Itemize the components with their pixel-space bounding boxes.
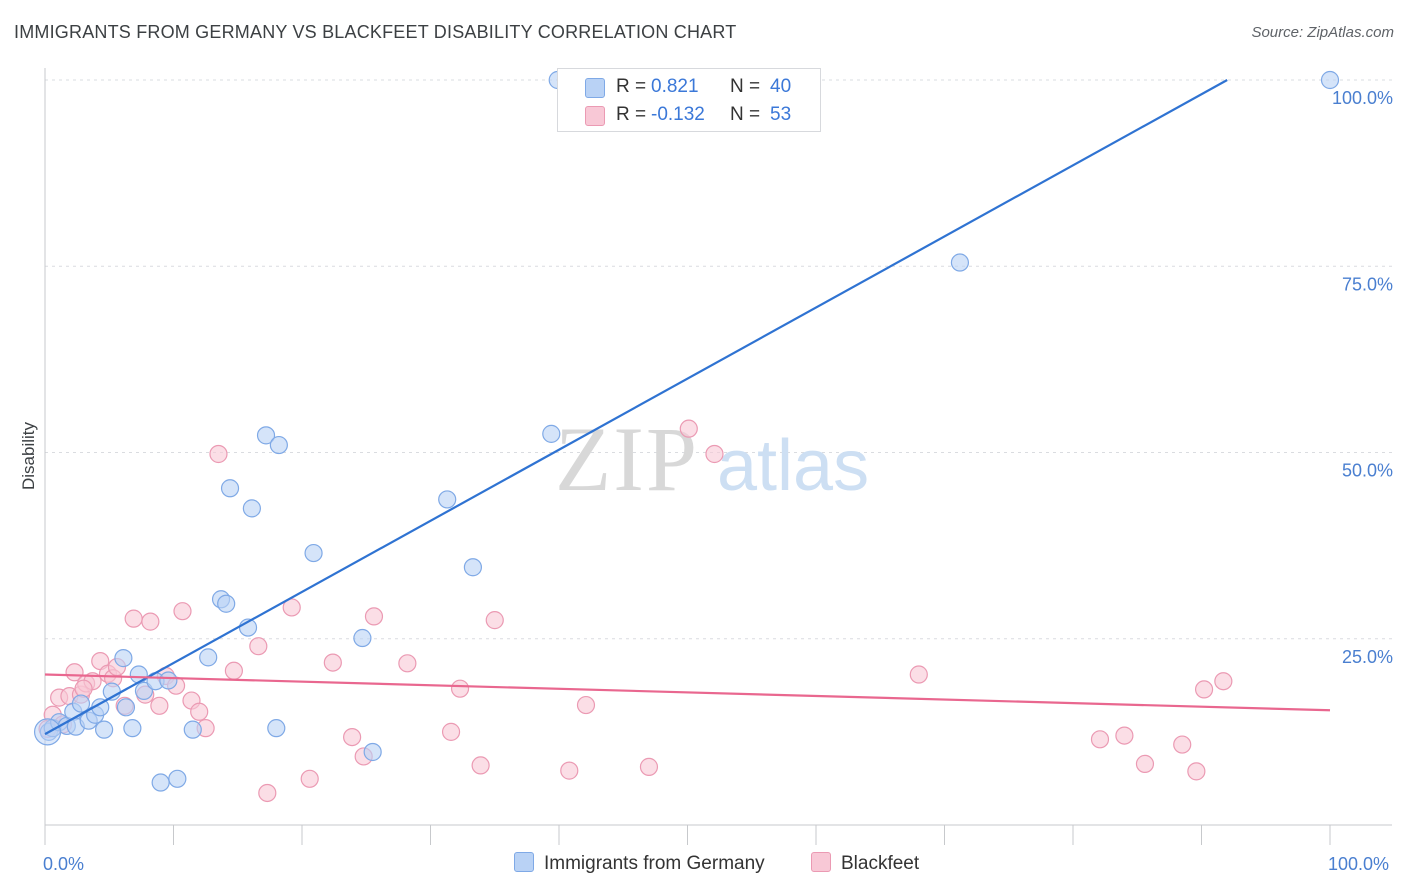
germany-trend-line [44, 79, 1228, 736]
germany-point [114, 649, 133, 668]
correlation-legend: R = 0.821 N = 40 R = -0.132 N = 53 [557, 68, 821, 132]
blackfeet-point [398, 654, 417, 673]
legend-n-label: N = [730, 76, 761, 97]
legend-row-germany: R = 0.821 N = 40 [558, 73, 820, 101]
germany-point [123, 719, 142, 738]
grid-lines [45, 79, 1392, 640]
blackfeet-point [1135, 754, 1155, 774]
bottom-legend-label-blackfeet: Blackfeet [841, 853, 920, 874]
blackfeet-point [705, 444, 724, 464]
watermark-atlas: atlas [717, 426, 869, 506]
blackfeet-point [1173, 735, 1192, 754]
blackfeet-point [323, 653, 342, 672]
germany-point [217, 594, 236, 613]
y-tick-label: 100.0% [1332, 88, 1393, 108]
bottom-legend-germany: Immigrants from Germany [514, 852, 765, 875]
germany-point [168, 769, 187, 788]
germany-point [134, 681, 154, 701]
germany-point [463, 558, 483, 577]
chart-title: IMMIGRANTS FROM GERMANY VS BLACKFEET DIS… [14, 22, 737, 42]
blackfeet-point [1115, 726, 1134, 745]
germany-point [542, 424, 561, 443]
germany-point [1320, 70, 1340, 90]
germany-point [242, 499, 261, 518]
germany-point [129, 665, 148, 684]
blackfeet-point [249, 637, 268, 656]
y-axis-label: Disability [19, 421, 38, 490]
germany-point [95, 720, 114, 739]
germany-point [269, 435, 288, 455]
bottom-legend-swatch-blue [514, 852, 534, 872]
legend-r-value: -0.132 [651, 104, 705, 125]
blackfeet-point [471, 756, 490, 775]
blackfeet-point [150, 696, 169, 715]
blackfeet-point [141, 612, 160, 631]
legend-r-value: 0.821 [651, 76, 699, 97]
bottom-legend-swatch-pink [811, 852, 831, 872]
germany-point [267, 719, 286, 738]
x-tick-marks [44, 825, 1331, 845]
source-note: Source: ZipAtlas.com [1251, 24, 1394, 41]
blackfeet-point [679, 419, 698, 438]
germany-point [220, 479, 240, 498]
legend-swatch-pink [585, 106, 605, 126]
blackfeet-point [224, 661, 243, 680]
watermark-zip: ZIP [555, 408, 699, 510]
y-tick-label: 75.0% [1342, 274, 1393, 294]
blackfeet-point [1090, 730, 1110, 749]
legend-swatch-blue [585, 78, 605, 98]
legend-r-label: R = [616, 104, 647, 125]
germany-point [363, 742, 382, 762]
legend-n-value: 40 [770, 76, 792, 97]
germany-point [304, 543, 323, 563]
legend-n-label: N = [730, 104, 761, 125]
germany-point [199, 648, 218, 667]
y-tick-label: 25.0% [1342, 647, 1393, 667]
blackfeet-point [74, 679, 93, 698]
blackfeet-point [909, 665, 928, 684]
bottom-legend-label-germany: Immigrants from Germany [544, 853, 765, 874]
blackfeet-point [300, 769, 319, 788]
legend-r-label: R = [616, 76, 647, 97]
germany-point [256, 426, 276, 445]
blackfeet-point [1187, 762, 1206, 781]
blackfeet-point [258, 783, 277, 803]
blackfeet-point [576, 695, 596, 715]
blackfeet-point [560, 761, 579, 780]
blackfeet-point [639, 757, 659, 776]
blackfeet-point [190, 702, 209, 721]
germany-point [159, 671, 178, 690]
germany-point [353, 628, 372, 648]
y-tick-labels: 25.0% 50.0% 75.0% 100.0% [1332, 88, 1393, 667]
blackfeet-point [441, 722, 461, 741]
blackfeet-point [209, 444, 228, 464]
bottom-legend-blackfeet: Blackfeet [811, 852, 919, 875]
blackfeet-trend-line [44, 673, 1331, 712]
legend-n-value: 53 [770, 104, 792, 125]
blackfeet-point [1214, 672, 1233, 691]
blackfeet-point [282, 598, 301, 617]
blackfeet-point [485, 611, 504, 630]
blackfeet-point [450, 679, 470, 698]
legend-row-blackfeet: R = -0.132 N = 53 [558, 101, 820, 129]
blackfeet-point [124, 609, 143, 628]
germany-point [438, 490, 457, 509]
germany-point [950, 253, 970, 272]
x-tick-label-min: 0.0% [43, 854, 84, 874]
germany-point [183, 720, 202, 739]
germany-point [116, 698, 136, 717]
axes [44, 68, 1392, 826]
blackfeet-point [364, 607, 384, 626]
germany-point [151, 773, 170, 792]
y-tick-label: 50.0% [1342, 461, 1393, 481]
blackfeet-point [1194, 680, 1214, 699]
x-tick-label-max: 100.0% [1328, 854, 1389, 874]
germany-point [71, 694, 91, 713]
blackfeet-point [343, 727, 362, 747]
blackfeet-point [173, 602, 192, 621]
